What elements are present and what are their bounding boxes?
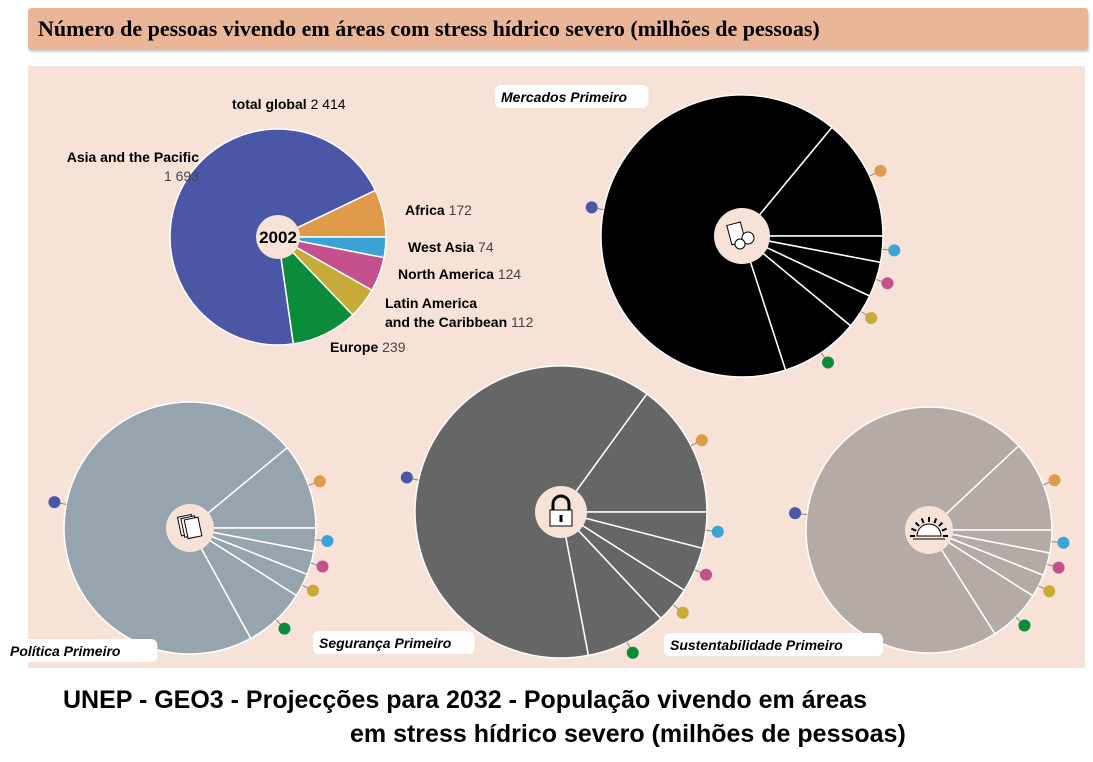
scenario-label-box [313,631,475,654]
scenario-label: Política Primeiro [10,643,121,659]
pie-mercados-primeiro-legend-dot [821,356,834,369]
pie-mercados-primeiro-legend-dot [585,201,598,214]
scenario-label-box [495,85,649,108]
pie-seguran-a-primeiro-legend-dot [676,606,689,619]
scenario-label: Mercados Primeiro [501,89,627,105]
slice-label: North America 124 [398,266,521,282]
scenario-label-box [664,633,883,656]
pie-seguran-a-primeiro-slice-4 [559,509,663,657]
total-label: total global 2 414 [232,96,346,112]
slice-label: Asia and the Pacific [67,149,199,165]
scenario-label: Segurança Primeiro [319,635,452,651]
pie-sustentabilidade-primeiro-legend-dot [789,507,802,520]
pie-2002-center [256,215,300,259]
slice-label-value: 172 [449,202,473,218]
pie-seguran-a-primeiro-legend-dot [695,434,708,447]
pie-mercados-primeiro-legend-dot [888,244,901,257]
pie-seguran-a-primeiro-slice-0 [559,392,708,513]
slice-label-name: Africa [405,202,449,218]
policy-documents-icon [176,513,203,540]
pie-seguran-a-primeiro-legend-dot [700,568,713,581]
slice-label: and the Caribbean 112 [385,314,534,330]
sunrise-icon [910,517,948,540]
pie-sustentabilidade-primeiro-slice-0 [927,444,1053,531]
market-icon [726,221,755,250]
slice-label: West Asia 74 [408,239,494,255]
footer-line1: UNEP - GEO3 - Projecções para 2032 - Pop… [63,686,868,714]
slice-label-value: 112 [511,314,534,330]
slice-label-value: 124 [498,266,522,282]
pie-seguran-a-primeiro-legend-dot [400,471,413,484]
pie-sustentabilidade-primeiro-legend-dot [1043,585,1056,598]
slice-label-line2: and the Caribbean [385,314,511,330]
pie-pol-tica-primeiro-legend-dot [321,534,334,547]
slice-label-name: West Asia [408,239,478,255]
pie-mercados-primeiro-slice-4 [740,233,852,372]
total-value: 2 414 [311,96,346,112]
slice-label: Europe 239 [330,339,406,355]
pie-pol-tica-primeiro-legend-dot [278,622,291,635]
pie-pol-tica-primeiro-legend-dot [316,560,329,573]
scenario-label-box [4,639,158,662]
slice-label-name: Europe [330,339,382,355]
total-label-text: total global [232,96,311,112]
pie-sustentabilidade-primeiro-legend-dot [1057,536,1070,549]
pie-sustentabilidade-primeiro-legend-dot [1018,619,1031,632]
footer-line2: em stress hídrico severo (milhões de pes… [350,720,906,748]
pie-mercados-primeiro-slice-0 [740,126,884,237]
pie-sustentabilidade-primeiro-legend-dot [1048,474,1061,487]
header-bar: Número de pessoas vivendo em áreas com s… [28,8,1088,50]
slice-label: Africa 172 [405,202,472,218]
slice-label-value: 74 [478,239,494,255]
pie-center-year: 2002 [259,228,297,247]
pie-pol-tica-primeiro-legend-dot [313,475,326,488]
slice-label-name: North America [398,266,498,282]
scenario-label: Sustentabilidade Primeiro [670,637,843,653]
pie-mercados-primeiro-legend-dot [874,164,887,177]
pie-pol-tica-primeiro-legend-dot [48,496,61,509]
header-title: Número de pessoas vivendo em áreas com s… [38,16,820,41]
pie-seguran-a-primeiro-legend-dot [626,646,639,659]
pie-seguran-a-primeiro-legend-dot [711,525,724,538]
pie-mercados-primeiro-legend-dot [865,311,878,324]
slice-label: Latin America [385,295,477,311]
slice-label-value: 239 [382,339,406,355]
pie-pol-tica-primeiro-legend-dot [306,584,319,597]
pie-mercados-primeiro-legend-dot [881,277,894,290]
pie-sustentabilidade-primeiro-legend-dot [1052,561,1065,574]
padlock-icon [549,494,573,527]
slice-value: 1 693 [164,168,199,184]
